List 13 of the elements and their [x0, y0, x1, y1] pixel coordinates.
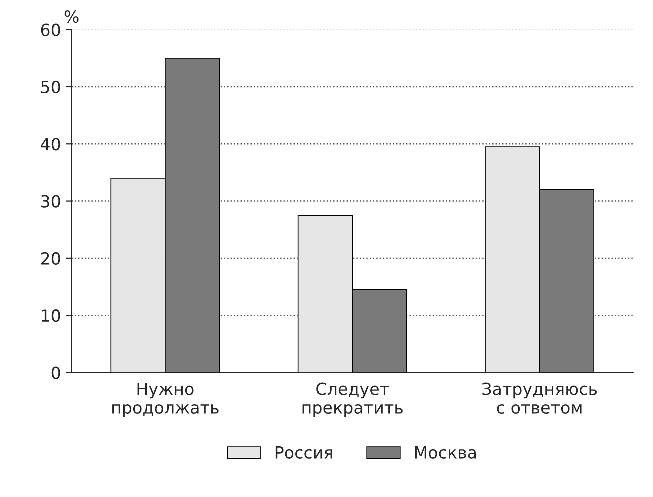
y-tick-label: 60 [41, 24, 60, 36]
y-tick-label: 0 [52, 366, 60, 380]
legend-label: Москва [415, 446, 476, 459]
y-tick-label: 20 [41, 252, 60, 266]
y-tick-label: 40 [41, 138, 60, 151]
y-tick-label: 30 [41, 195, 60, 208]
y-tick-label: 50 [41, 80, 60, 94]
x-tick-label: Следует прекратить [302, 382, 403, 418]
legend-label: Россия [276, 446, 332, 459]
x-tick-label: Нужно продолжать [112, 382, 219, 418]
x-tick-label: Затрудняюсь с ответом [482, 382, 598, 414]
y-axis-title: % [64, 10, 79, 24]
y-tick-label: 10 [42, 310, 60, 322]
